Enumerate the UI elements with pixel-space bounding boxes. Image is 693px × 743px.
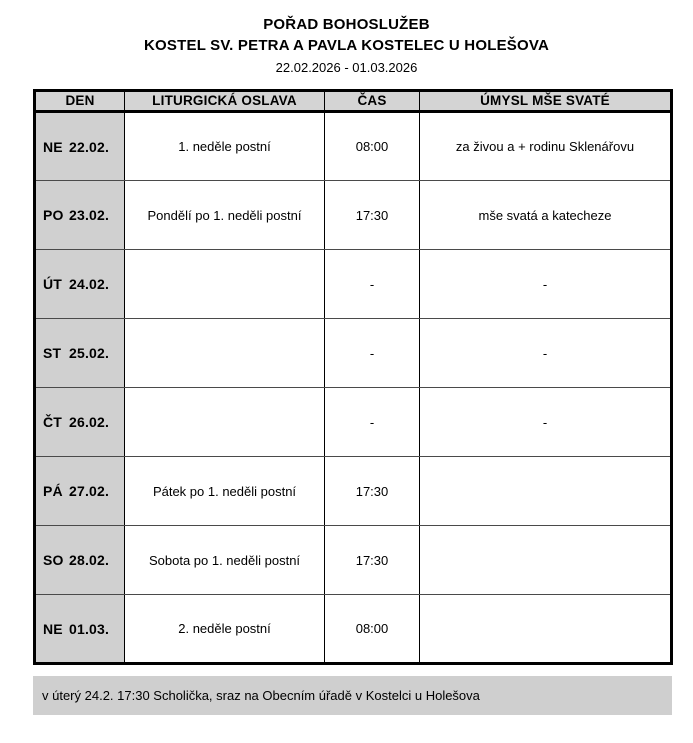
day-date: 26.02. [69, 414, 110, 430]
column-header-cas: ČAS [324, 90, 420, 113]
cell-liturgy: 2. neděle postní [124, 594, 325, 664]
cell-time: 17:30 [324, 180, 420, 250]
cell-time: 17:30 [324, 525, 420, 595]
cell-time: - [324, 387, 420, 457]
day-date: 28.02. [69, 552, 110, 568]
day-abbreviation: ČT [43, 414, 63, 430]
schedule-table-container: DEN LITURGICKÁ OSLAVA ČAS ÚMYSL MŠE SVAT… [33, 89, 673, 665]
cell-time: 17:30 [324, 456, 420, 526]
day-abbreviation: SO [43, 552, 64, 568]
table-body: NE 22.02. 1. neděle postní 08:00 za živou… [34, 111, 672, 664]
day-date: 22.02. [69, 138, 110, 155]
cell-liturgy: 1. neděle postní [124, 111, 325, 181]
cell-intent [419, 594, 672, 664]
table-row: NE 22.02. 1. neděle postní 08:00 za živou… [34, 111, 672, 181]
table-row: SO 28.02. Sobota po 1. neděli postní 17:3… [34, 525, 672, 595]
cell-liturgy: Pondělí po 1. neděli postní [124, 180, 325, 250]
cell-time: - [324, 318, 420, 388]
cell-liturgy [124, 387, 325, 457]
cell-intent [419, 525, 672, 595]
day-date: 24.02. [69, 276, 110, 292]
table-row: NE 01.03. 2. neděle postní 08:00 [34, 594, 672, 664]
table-row: ČT 26.02. - - [34, 387, 672, 457]
footnote-text: v úterý 24.2. 17:30 Scholička, sraz na O… [42, 687, 480, 703]
cell-day: PÁ 27.02. [34, 456, 125, 526]
day-abbreviation: NE [43, 620, 63, 637]
day-date: 23.02. [69, 207, 110, 223]
day-abbreviation: NE [43, 138, 63, 155]
cell-day: NE 22.02. [34, 111, 125, 181]
cell-intent: za živou a + rodinu Sklenářovu [419, 111, 672, 181]
day-date: 01.03. [69, 620, 110, 637]
table-row: ÚT 24.02. - - [34, 249, 672, 319]
date-range: 22.02.2026 - 01.03.2026 [275, 60, 418, 75]
cell-intent: - [419, 249, 672, 319]
cell-day: NE 01.03. [34, 594, 125, 664]
cell-liturgy [124, 318, 325, 388]
footnote-banner: v úterý 24.2. 17:30 Scholička, sraz na O… [33, 676, 672, 715]
day-abbreviation: ÚT [43, 276, 63, 292]
column-header-liturgicka-oslava: LITURGICKÁ OSLAVA [124, 90, 325, 113]
column-header-den: DEN [34, 90, 125, 113]
table-header: DEN LITURGICKÁ OSLAVA ČAS ÚMYSL MŠE SVAT… [34, 90, 672, 113]
cell-day: ČT 26.02. [34, 387, 125, 457]
table-row: ST 25.02. - - [34, 318, 672, 388]
cell-liturgy [124, 249, 325, 319]
table-row: PÁ 27.02. Pátek po 1. neděli postní 17:30 [34, 456, 672, 526]
cell-intent: - [419, 318, 672, 388]
cell-time: - [324, 249, 420, 319]
day-abbreviation: PO [43, 207, 64, 223]
day-abbreviation: ST [43, 345, 62, 361]
column-header-umysl-mse-svate: ÚMYSL MŠE SVATÉ [419, 90, 672, 113]
table-header-row: DEN LITURGICKÁ OSLAVA ČAS ÚMYSL MŠE SVAT… [34, 90, 672, 113]
page-title: POŘAD BOHOSLUŽEB [263, 16, 430, 33]
cell-intent [419, 456, 672, 526]
cell-day: ST 25.02. [34, 318, 125, 388]
cell-day: ÚT 24.02. [34, 249, 125, 319]
day-date: 27.02. [69, 483, 110, 499]
cell-day: PO 23.02. [34, 180, 125, 250]
cell-liturgy: Pátek po 1. neděli postní [124, 456, 325, 526]
page-subtitle: KOSTEL SV. PETRA A PAVLA KOSTELEC U HOLE… [144, 37, 549, 54]
table-row: PO 23.02. Pondělí po 1. neděli postní 17:… [34, 180, 672, 250]
cell-day: SO 28.02. [34, 525, 125, 595]
cell-intent: mše svatá a katecheze [419, 180, 672, 250]
schedule-table: DEN LITURGICKÁ OSLAVA ČAS ÚMYSL MŠE SVAT… [33, 89, 673, 665]
cell-intent: - [419, 387, 672, 457]
cell-time: 08:00 [324, 594, 420, 664]
cell-time: 08:00 [324, 111, 420, 181]
day-date: 25.02. [69, 345, 110, 361]
day-abbreviation: PÁ [43, 483, 63, 499]
cell-liturgy: Sobota po 1. neděli postní [124, 525, 325, 595]
title-block: POŘAD BOHOSLUŽEB KOSTEL SV. PETRA A PAVL… [0, 0, 693, 78]
